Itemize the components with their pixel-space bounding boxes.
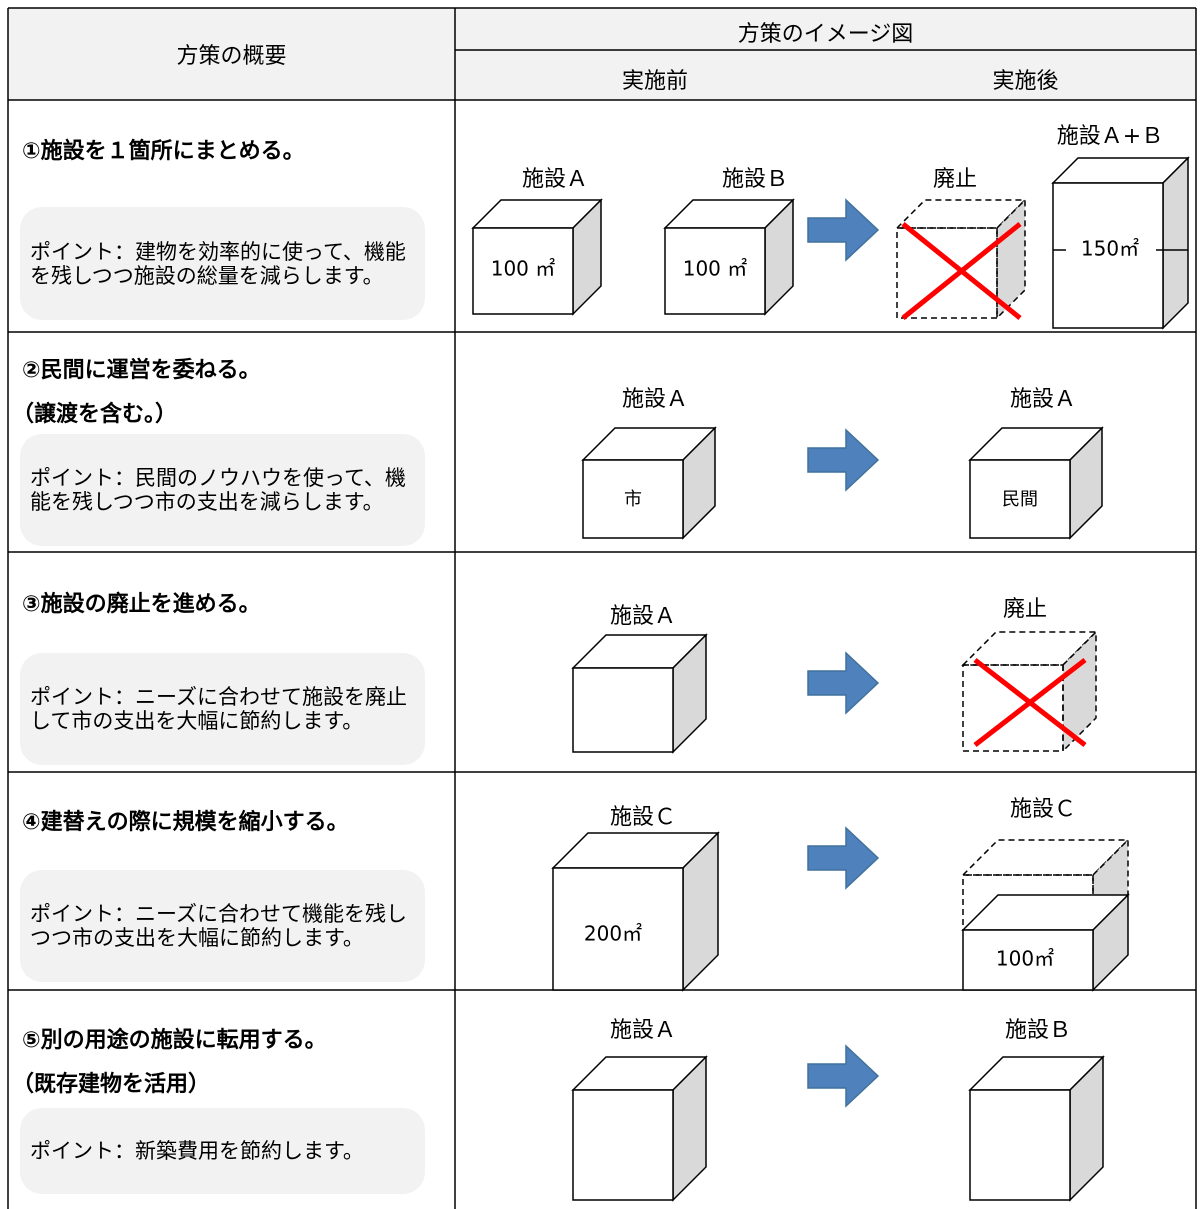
row-subtitle: （既存建物を活用） [12,1072,211,1097]
header-after: 実施後 [992,69,1059,94]
cube-front [962,664,1064,752]
cube-front [552,867,684,991]
diagram-label: 施設Ｂ [722,167,788,192]
header-image: 方策のイメージ図 [737,22,914,47]
row-title: ⑤別の用途の施設に転用する。 [22,1028,327,1053]
cube-front [969,1089,1071,1201]
arrow [807,651,880,715]
header-before: 実施前 [621,69,688,94]
row-point: ポイント：ニーズに合わせて施設を廃止して市の支出を大幅に節約します。 [20,653,425,765]
arrow [807,198,880,262]
cube-side [1062,630,1097,753]
row-point: ポイント：ニーズに合わせて機能を残しつつ市の支出を大幅に節約します。 [20,870,425,982]
arrow [807,1044,880,1108]
cube-front [572,667,674,753]
row-point: ポイント：建物を効率的に使って、機能を残しつつ施設の総量を減らします。 [20,207,425,320]
box-label: 100 ㎡ [491,257,556,281]
cube-front [472,227,574,315]
row-title: ③施設の廃止を進める。 [22,592,261,617]
diagram-label: 施設Ｃ [1010,797,1076,822]
label-bg [1066,236,1156,264]
cube-front [664,227,766,315]
diagram-label: 民間 [1002,489,1038,510]
cross [973,658,1087,747]
row-point: ポイント：新築費用を節約します。 [20,1108,425,1194]
arrow [807,826,880,890]
cube-front [896,227,998,319]
header-overview: 方策の概要 [176,44,287,69]
cube-front [572,1089,674,1201]
arrow [807,428,880,492]
diagram-label: 廃止 [933,167,977,192]
header-bg [8,8,1196,100]
cross [901,222,1022,320]
cube-top [961,839,1130,876]
box-label: 150㎡ [1081,237,1139,261]
diagram-label: 200㎡ [584,922,642,946]
diagram-label: 市 [624,489,642,510]
row-title: ④建替えの際に規模を縮小する。 [22,810,349,835]
row-title: ①施設を１箇所にまとめる。 [22,139,305,164]
diagram-label: 100㎡ [996,947,1054,971]
cube-side [996,198,1026,320]
diagram-label: 施設Ａ [622,387,688,412]
cube-top [961,631,1098,666]
cube-front [969,459,1071,539]
diagram-label: 廃止 [1003,597,1047,622]
diagram-label: 施設Ａ [610,604,676,629]
box-label: 100 ㎡ [683,257,748,281]
cube-top [895,199,1027,229]
row-point: ポイント：民間のノウハウを使って、機能を残しつつ市の支出を減らします。 [20,434,425,546]
row-subtitle: （譲渡を含む。） [12,402,178,427]
cube-front [582,459,684,539]
cube-front [962,929,1094,991]
diagram-label: 施設Ａ [522,167,588,192]
cube-side [1162,156,1189,330]
diagram-label: 施設Ａ+Ｂ [1057,124,1163,149]
row-title: ②民間に運営を委ねる。 [22,358,261,383]
diagram-label: 施設Ｃ [610,805,676,830]
diagram-label: 施設Ａ [1010,387,1076,412]
diagram-label: 施設Ｂ [1005,1018,1071,1043]
diagram-label: 施設Ａ [610,1018,676,1043]
